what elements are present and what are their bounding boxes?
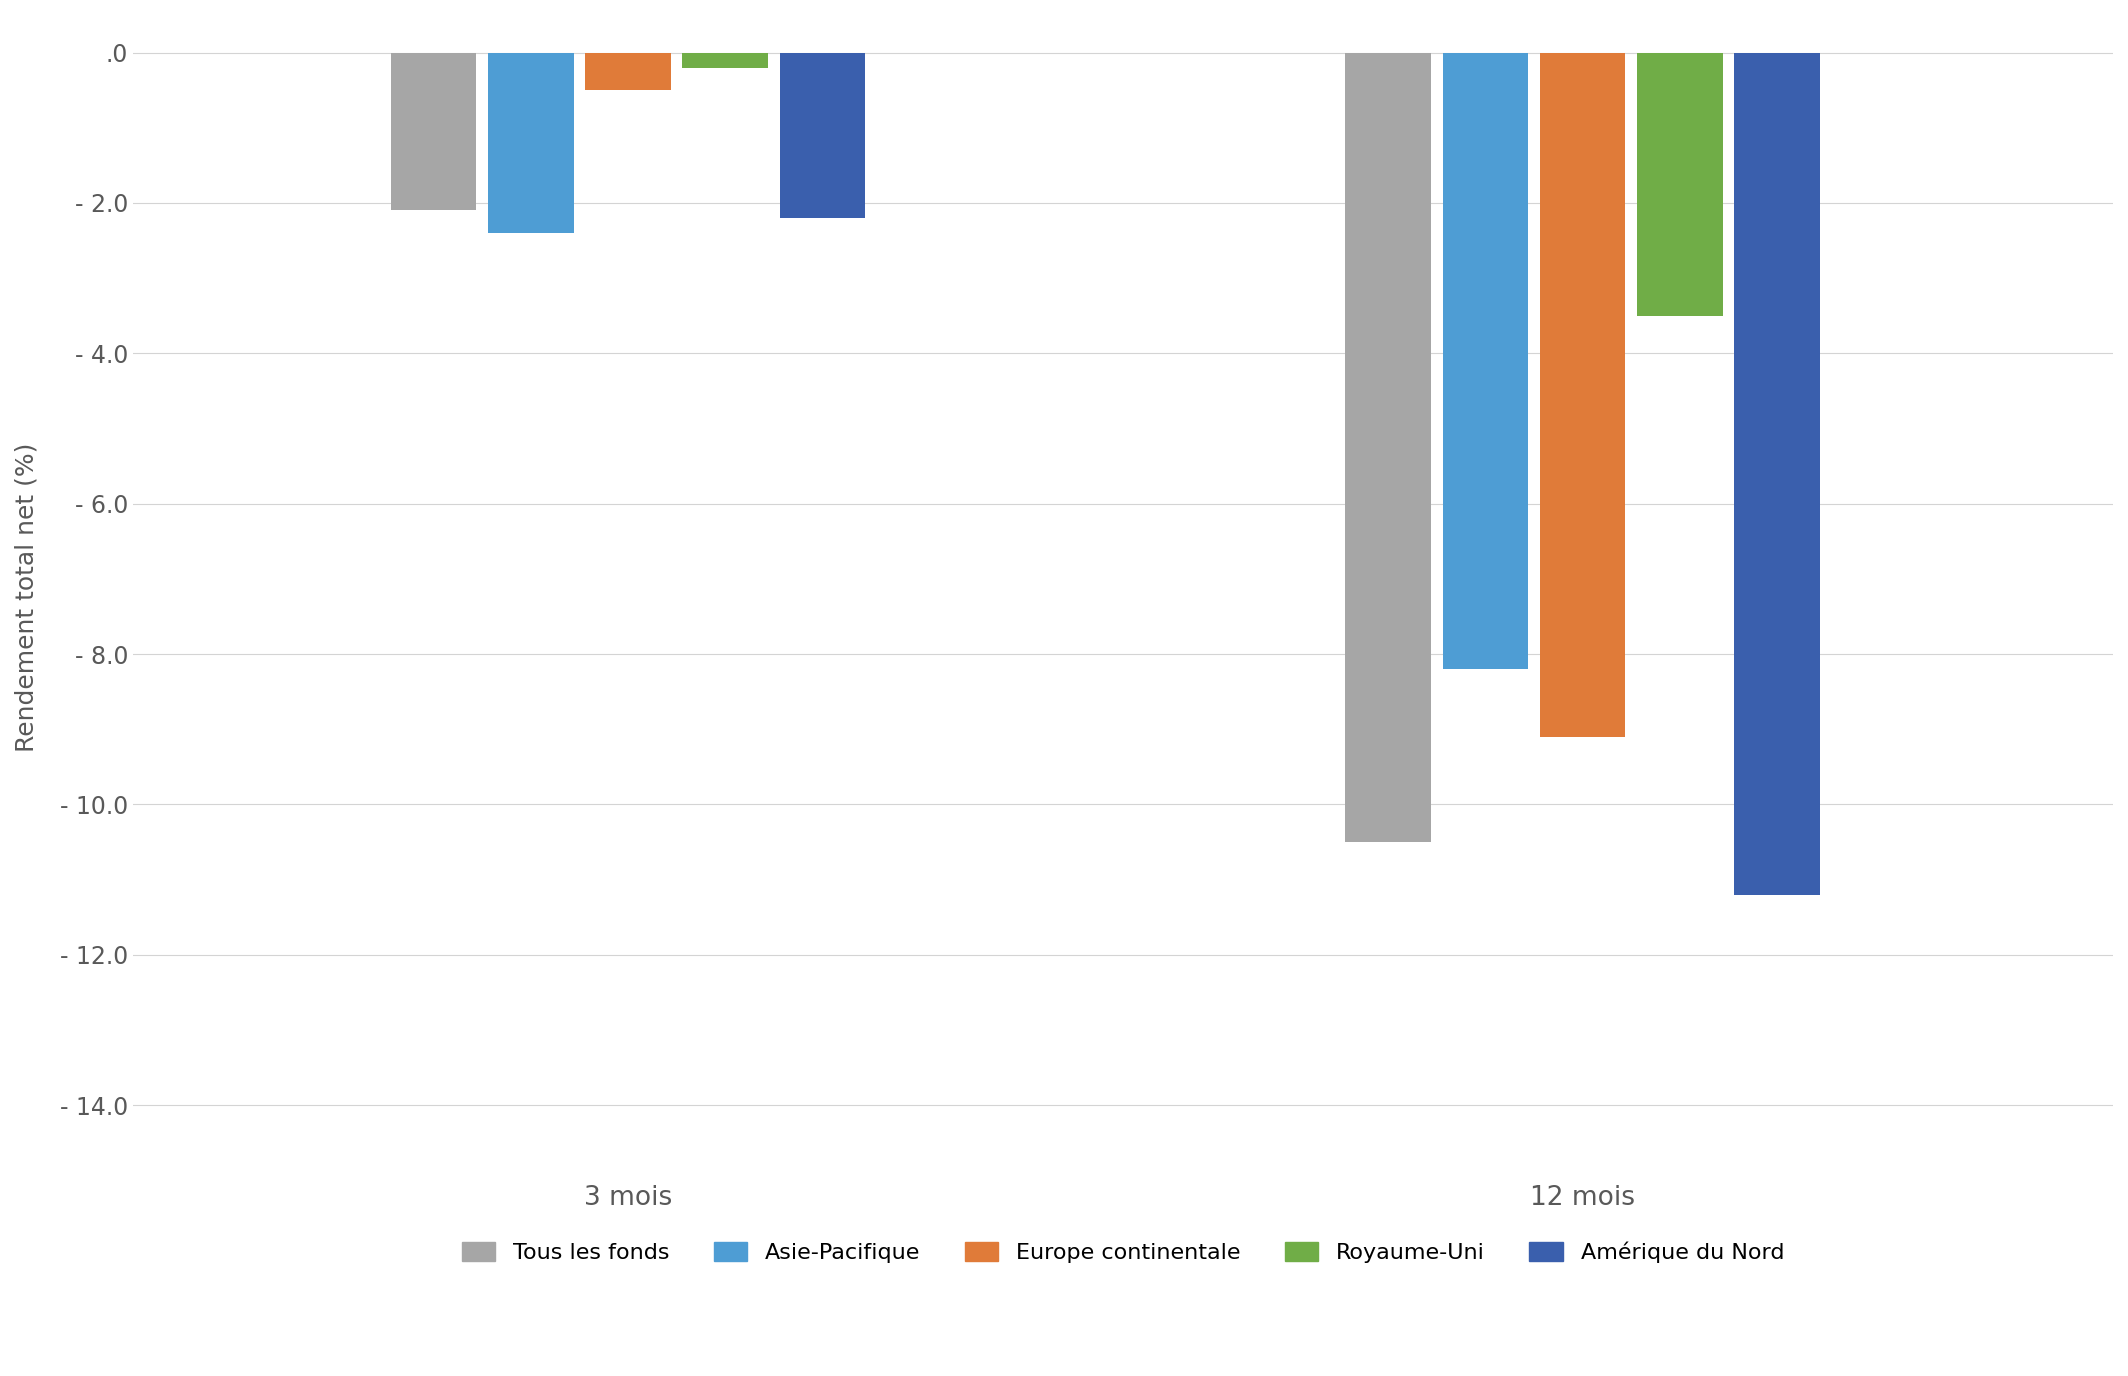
Bar: [779, 52, 866, 217]
Bar: [487, 52, 575, 233]
Legend: Tous les fonds, Asie-Pacifique, Europe continentale, Royaume-Uni, Amérique du No: Tous les fonds, Asie-Pacifique, Europe c…: [451, 1230, 1796, 1274]
Bar: [683, 52, 768, 67]
Bar: [392, 52, 477, 211]
Bar: [1734, 52, 1819, 894]
Bar: [585, 52, 670, 91]
Bar: [1636, 52, 1724, 315]
Y-axis label: Rendement total net (%): Rendement total net (%): [15, 443, 38, 753]
Bar: [1443, 52, 1528, 669]
Bar: [1345, 52, 1430, 842]
Bar: [1541, 52, 1626, 736]
